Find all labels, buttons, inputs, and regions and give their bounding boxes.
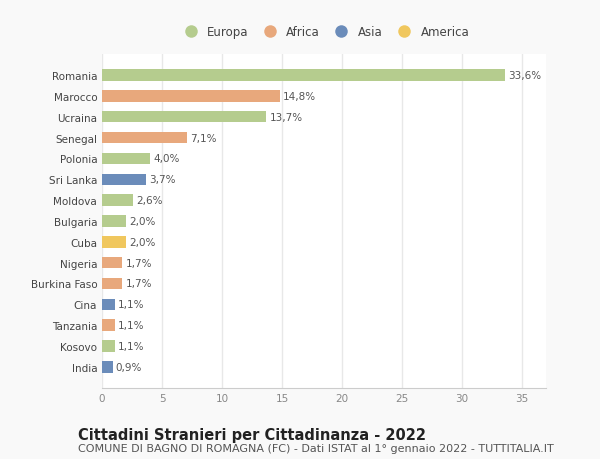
Bar [102,299,115,310]
Text: COMUNE DI BAGNO DI ROMAGNA (FC) - Dati ISTAT al 1° gennaio 2022 - TUTTITALIA.IT: COMUNE DI BAGNO DI ROMAGNA (FC) - Dati I… [78,443,554,453]
Text: 1,1%: 1,1% [118,341,145,351]
Text: 13,7%: 13,7% [269,112,302,123]
Text: 1,1%: 1,1% [118,300,145,310]
Bar [102,320,115,331]
Bar [102,70,505,82]
Bar [102,341,115,352]
Text: 3,7%: 3,7% [149,175,176,185]
Bar [102,236,126,248]
Text: 0,9%: 0,9% [116,362,142,372]
Text: 1,1%: 1,1% [118,320,145,330]
Text: 2,6%: 2,6% [136,196,163,206]
Text: 2,0%: 2,0% [129,217,155,226]
Text: 1,7%: 1,7% [125,258,152,268]
Bar [102,133,187,144]
Text: 14,8%: 14,8% [283,92,316,102]
Bar [102,174,146,185]
Bar [102,112,266,123]
Text: 2,0%: 2,0% [129,237,155,247]
Bar [102,91,280,102]
Bar [102,216,126,227]
Bar [102,278,122,290]
Legend: Europa, Africa, Asia, America: Europa, Africa, Asia, America [174,21,474,44]
Bar [102,257,122,269]
Text: 1,7%: 1,7% [125,279,152,289]
Text: 33,6%: 33,6% [508,71,541,81]
Text: 7,1%: 7,1% [190,133,217,143]
Text: 4,0%: 4,0% [153,154,179,164]
Text: Cittadini Stranieri per Cittadinanza - 2022: Cittadini Stranieri per Cittadinanza - 2… [78,427,426,442]
Bar [102,195,133,207]
Bar [102,361,113,373]
Bar [102,153,150,165]
